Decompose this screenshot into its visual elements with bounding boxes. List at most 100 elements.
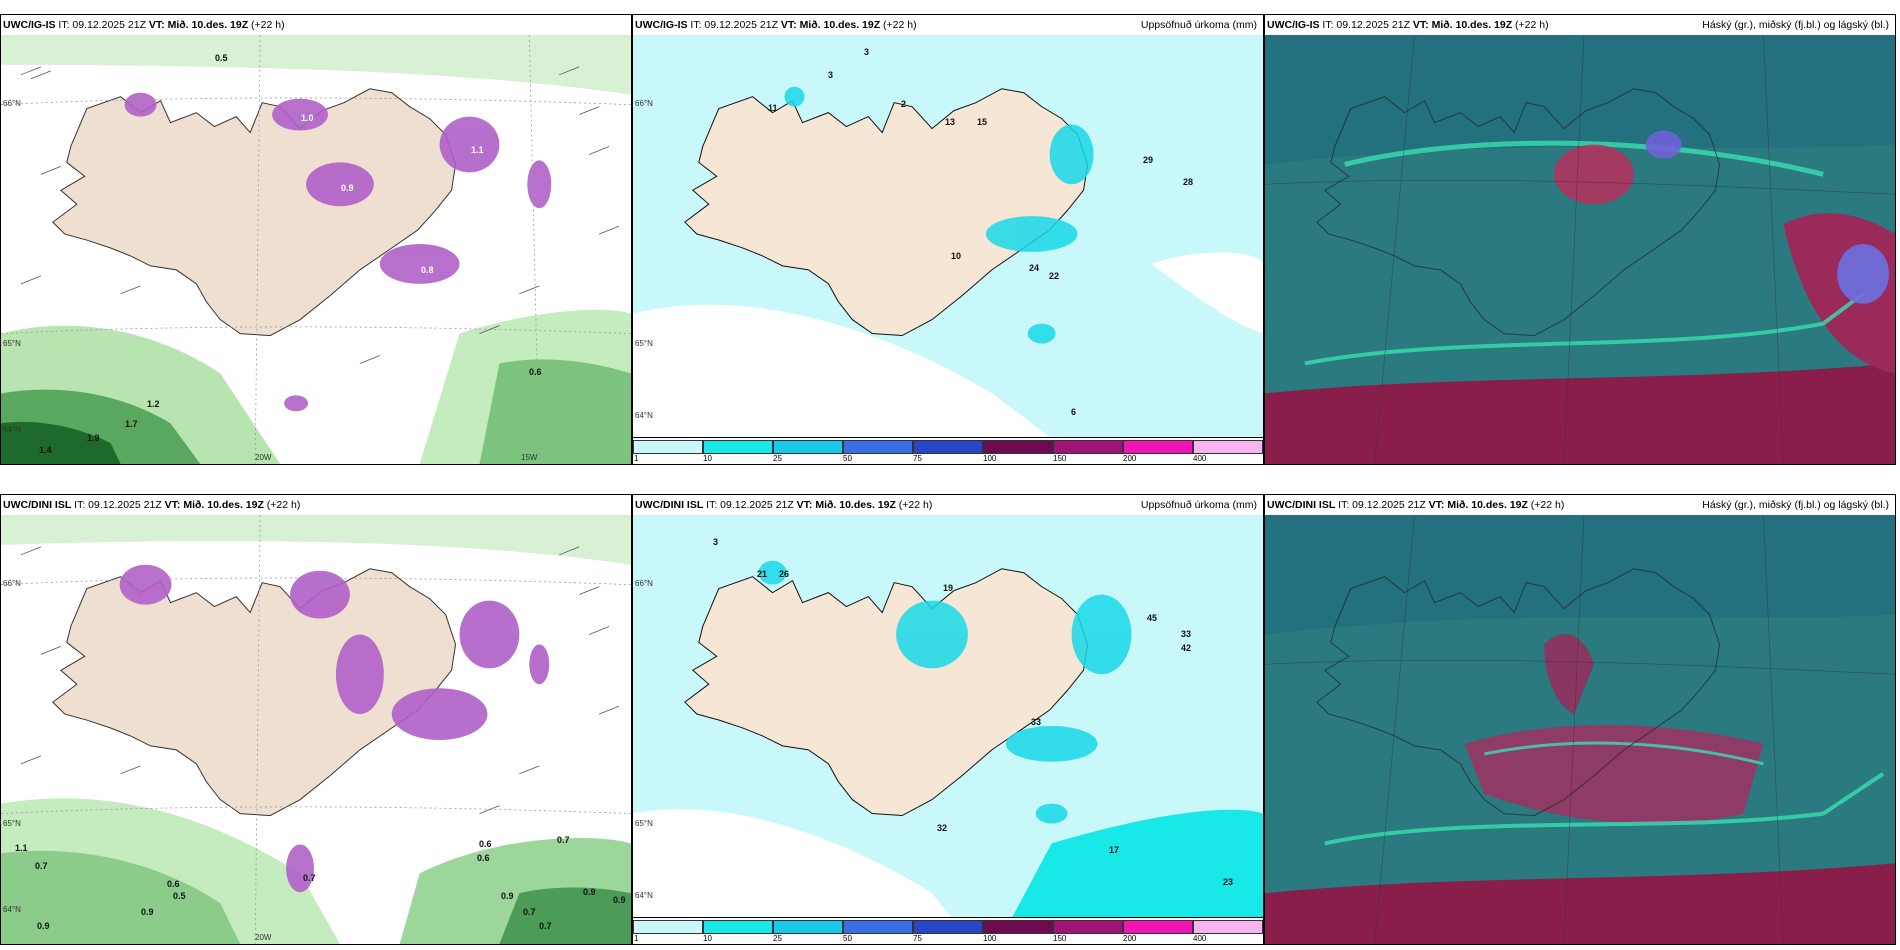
- precip-value: 24: [1029, 263, 1040, 273]
- colorbar-tick: 1: [634, 934, 639, 943]
- wind-value: 1.4: [39, 445, 52, 455]
- lat-tick: 64°N: [3, 425, 21, 434]
- lat-tick: 64°N: [635, 411, 653, 420]
- precip-value: 17: [1109, 845, 1120, 855]
- lon-tick: 20W: [255, 933, 272, 942]
- colorbar-swatch: [843, 920, 913, 934]
- lat-tick: 65°N: [635, 819, 653, 828]
- colorbar-swatch: [1193, 920, 1263, 934]
- panel-header: UWC/DINI ISL IT: 09.12.2025 21Z VT: Mið.…: [1, 495, 631, 515]
- colorbar-swatch: [703, 920, 773, 934]
- precip-value: 45: [1147, 613, 1158, 623]
- it-label: IT: 09.12.2025 21Z: [58, 19, 146, 31]
- model-label: UWC/DINI ISL: [1267, 499, 1336, 511]
- cloud-title: Háský (gr.), miðský (fj.bl.) og lágský (…: [1702, 499, 1889, 511]
- colorbar-swatch: [1123, 920, 1193, 934]
- wind-panel-row2: UWC/DINI ISL IT: 09.12.2025 21Z VT: Mið.…: [0, 494, 632, 945]
- lat-tick: 65°N: [3, 819, 21, 828]
- cloud-panel-row2: UWC/DINI ISL IT: 09.12.2025 21Z VT: Mið.…: [1264, 494, 1896, 945]
- wind-value: 0.7: [35, 861, 48, 871]
- precip-title: Uppsöfnuð úrkoma (mm): [1140, 19, 1257, 31]
- precip-value: 32: [937, 823, 948, 833]
- vt-label: VT: Mið. 10.des. 19Z: [1428, 499, 1528, 511]
- precip-value: 21: [757, 569, 768, 579]
- colorbar-swatch: [983, 440, 1053, 454]
- colorbar-tick: 10: [703, 934, 712, 943]
- cloud-title: Háský (gr.), miðský (fj.bl.) og lágský (…: [1702, 19, 1889, 31]
- colorbar-swatch: [913, 440, 983, 454]
- precip-map: [633, 35, 1263, 438]
- wind-value: 0.6: [477, 853, 490, 863]
- precip-value: 6: [1071, 407, 1077, 417]
- lead-label: (+22 h): [1530, 499, 1565, 511]
- colorbar-tick: 200: [1123, 934, 1137, 943]
- lead-label: (+22 h): [883, 19, 917, 31]
- wind-value: 0.6: [479, 839, 492, 849]
- precip-map: [633, 515, 1263, 918]
- colorbar: 1 10 25 50 75 100 150 200 400: [633, 437, 1263, 464]
- wind-value: 0.7: [557, 835, 570, 845]
- colorbar: 1 10 25 50 75 100 150 200 400: [633, 917, 1263, 944]
- wind-panel-row1: UWC/IG-IS IT: 09.12.2025 21Z VT: Mið. 10…: [0, 14, 632, 465]
- cloud-panel-row1: UWC/IG-IS IT: 09.12.2025 21Z VT: Mið. 10…: [1264, 14, 1896, 465]
- wind-value: 1.0: [301, 113, 314, 123]
- lead-label: (+22 h): [251, 19, 285, 31]
- cloud-map: [1265, 515, 1895, 944]
- precip-value: 22: [1049, 271, 1060, 281]
- precip-value: 2: [901, 99, 907, 109]
- lead-label: (+22 h): [898, 499, 933, 511]
- lon-tick: 15W: [521, 453, 538, 462]
- precip-value: 15: [977, 117, 988, 127]
- model-label: UWC/DINI ISL: [3, 499, 72, 511]
- wind-value: 1.9: [87, 433, 100, 443]
- colorbar-swatch: [983, 920, 1053, 934]
- colorbar-tick: 150: [1053, 454, 1067, 463]
- colorbar-tick: 75: [913, 454, 922, 463]
- precip-value: 29: [1143, 155, 1154, 165]
- it-label: IT: 09.12.2025 21Z: [1322, 19, 1410, 31]
- lat-tick: 66°N: [3, 99, 21, 108]
- lat-tick: 64°N: [3, 905, 21, 914]
- colorbar-tick: 100: [983, 454, 997, 463]
- precip-value: 33: [1181, 629, 1192, 639]
- vt-label: VT: Mið. 10.des. 19Z: [780, 19, 881, 31]
- wind-value: 0.9: [613, 895, 626, 905]
- wind-value: 0.9: [501, 891, 514, 901]
- vt-label: VT: Mið. 10.des. 19Z: [164, 499, 264, 511]
- precip-value: 11: [768, 103, 778, 113]
- precip-value: 19: [943, 583, 954, 593]
- lead-label: (+22 h): [1515, 19, 1549, 31]
- precip-panel-row2: UWC/DINI ISL IT: 09.12.2025 21Z VT: Mið.…: [632, 494, 1264, 945]
- wind-value: 1.2: [147, 399, 160, 409]
- precip-value: 3: [864, 47, 870, 57]
- colorbar-swatch: [773, 440, 843, 454]
- precip-panel-row1: UWC/IG-IS IT: 09.12.2025 21Z VT: Mið. 10…: [632, 14, 1264, 465]
- panel-header: UWC/IG-IS IT: 09.12.2025 21Z VT: Mið. 10…: [1265, 15, 1895, 35]
- wind-value: 0.7: [539, 921, 552, 931]
- wind-value: 1.1: [471, 145, 484, 155]
- wind-map: [1, 515, 631, 944]
- precip-value: 3: [828, 70, 834, 80]
- lat-tick: 66°N: [635, 99, 653, 108]
- wind-map: [1, 35, 631, 464]
- precip-value: 23: [1223, 877, 1234, 887]
- vt-label: VT: Mið. 10.des. 19Z: [148, 19, 249, 31]
- wind-value: 0.7: [303, 873, 316, 883]
- lat-tick: 64°N: [635, 891, 653, 900]
- precip-value: 28: [1183, 177, 1194, 187]
- panel-header: UWC/DINI ISL IT: 09.12.2025 21Z VT: Mið.…: [1265, 495, 1895, 515]
- colorbar-tick: 10: [703, 454, 712, 463]
- colorbar-swatch: [633, 440, 703, 454]
- vt-label: VT: Mið. 10.des. 19Z: [1412, 19, 1513, 31]
- it-label: IT: 09.12.2025 21Z: [706, 499, 794, 511]
- lat-tick: 65°N: [3, 339, 21, 348]
- wind-value: 0.6: [167, 879, 180, 889]
- cloud-map: [1265, 35, 1895, 464]
- lat-tick: 65°N: [635, 339, 653, 348]
- wind-value: 0.9: [37, 921, 50, 931]
- precip-value: 10: [951, 251, 962, 261]
- wind-value: 0.5: [173, 891, 186, 901]
- colorbar-tick: 200: [1123, 454, 1137, 463]
- panel-header: UWC/IG-IS IT: 09.12.2025 21Z VT: Mið. 10…: [1, 15, 631, 35]
- colorbar-swatch: [1053, 920, 1123, 934]
